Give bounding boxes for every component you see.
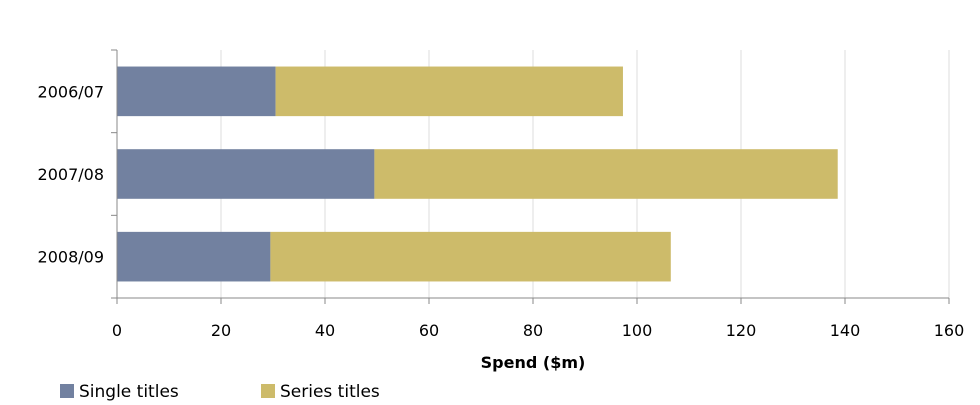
bars <box>117 66 838 282</box>
x-tick-label: 0 <box>112 321 122 340</box>
legend-label: Series titles <box>280 382 380 402</box>
y-category-label: 2007/08 <box>38 165 104 184</box>
legend: Single titles Series titles <box>60 382 380 402</box>
bar-segment-single-titles <box>117 66 276 117</box>
axis-ticks: 0 20 40 60 80 100 120 140 160 2006/07 2007/08 2008/… <box>38 49 965 340</box>
x-tick-label: 80 <box>523 321 543 340</box>
x-tick-label: 140 <box>830 321 861 340</box>
x-tick-label: 60 <box>419 321 439 340</box>
bar-segment-series-titles <box>275 66 623 117</box>
x-tick-label: 40 <box>315 321 335 340</box>
y-category-label: 2008/09 <box>38 248 104 267</box>
x-tick-label: 120 <box>726 321 757 340</box>
x-axis-title: Spend ($m) <box>481 353 586 372</box>
bar-segment-series-titles <box>374 149 838 199</box>
bar-segment-series-titles <box>270 231 671 282</box>
legend-swatch <box>261 384 275 398</box>
y-category-label: 2006/07 <box>38 82 104 101</box>
x-tick-label: 160 <box>934 321 965 340</box>
x-tick-label: 20 <box>211 321 231 340</box>
x-tick-label: 100 <box>622 321 653 340</box>
legend-swatch <box>60 384 74 398</box>
legend-label: Single titles <box>79 382 179 402</box>
bar-segment-single-titles <box>117 231 271 282</box>
bar-segment-single-titles <box>117 149 375 199</box>
